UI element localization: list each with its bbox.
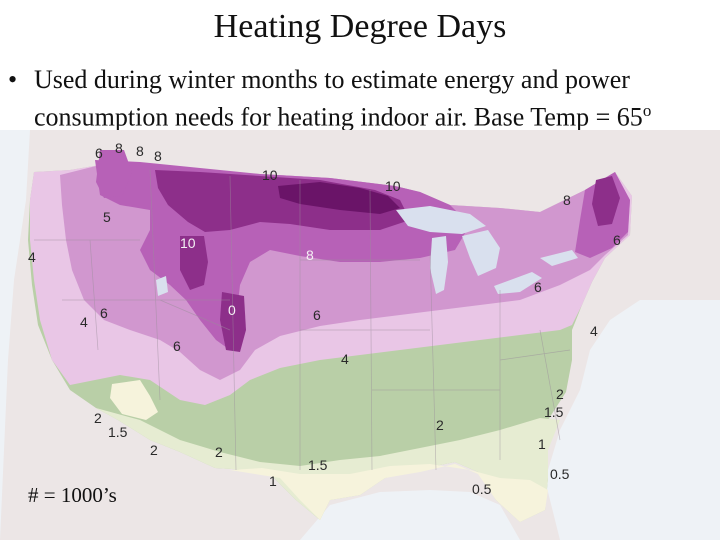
lake-michigan xyxy=(430,236,448,294)
contour-label: 10 xyxy=(180,235,196,251)
contour-label: 2 xyxy=(215,444,223,460)
contour-label: 1.5 xyxy=(544,404,564,420)
contour-label: 1 xyxy=(269,473,277,489)
contour-label: 10 xyxy=(385,178,401,194)
bullet-text-block: Used during winter months to estimate en… xyxy=(34,64,718,133)
contour-label: 5 xyxy=(103,209,111,225)
contour-label: 4 xyxy=(341,351,349,367)
contour-label: 8 xyxy=(154,148,162,164)
contour-label: 6 xyxy=(95,145,103,161)
contour-label: 2 xyxy=(436,417,444,433)
contour-label: 6 xyxy=(100,305,108,321)
ocean-region xyxy=(0,130,30,540)
state-borders xyxy=(34,169,571,471)
contour-label: 4 xyxy=(80,314,88,330)
lake-ontario xyxy=(540,250,578,266)
heating-degree-days-map: 6 8 8 8 10 10 8 6 10 0 5 4 6 4 6 8 6 6 4… xyxy=(0,130,720,540)
lake-superior xyxy=(396,206,486,234)
contour-label: 8 xyxy=(306,247,314,263)
contour-label: 2 xyxy=(94,410,102,426)
units-footnote: # = 1000’s xyxy=(28,483,117,507)
contour-label: 6 xyxy=(613,232,621,248)
zone-0-to-1-coast xyxy=(230,464,548,522)
contour-label: 6 xyxy=(534,279,542,295)
bullet-marker: • xyxy=(8,65,18,94)
nw-zone-8-to-10 xyxy=(96,150,132,198)
zone-1-to-2-band xyxy=(96,408,560,522)
sw-desert-pale xyxy=(110,380,158,420)
degree-superscript: o xyxy=(642,101,652,120)
contour-label: 0.5 xyxy=(472,481,492,497)
contour-label: 6 xyxy=(173,338,181,354)
contour-label: 10 xyxy=(262,167,278,183)
atlantic-water xyxy=(545,300,720,540)
contour-label: 0 xyxy=(228,302,236,318)
lake-huron xyxy=(462,230,500,276)
contour-label: 0.5 xyxy=(550,466,570,482)
contour-label: 1 xyxy=(538,436,546,452)
rockies-zone-10-plus xyxy=(180,236,208,290)
contour-label: 1.5 xyxy=(308,457,328,473)
contour-label: 4 xyxy=(590,323,598,339)
slide-title: Heating Degree Days xyxy=(213,8,507,45)
contour-label: 8 xyxy=(563,192,571,208)
contour-label: 8 xyxy=(136,143,144,159)
gulf-water xyxy=(300,490,520,540)
contour-label: 2 xyxy=(150,442,158,458)
zone-10-plus-area xyxy=(155,170,410,232)
lake-erie xyxy=(494,272,542,294)
contour-label: 6 xyxy=(313,307,321,323)
contour-label: 4 xyxy=(28,249,36,265)
zone-max-area xyxy=(278,182,400,214)
great-salt-lake xyxy=(156,276,168,296)
bullet-text: Used during winter months to estimate en… xyxy=(34,65,643,132)
contour-label: 1.5 xyxy=(108,424,128,440)
ne-zone-10-plus xyxy=(592,176,620,226)
contour-label: 8 xyxy=(115,140,123,156)
contour-label: 2 xyxy=(556,386,564,402)
